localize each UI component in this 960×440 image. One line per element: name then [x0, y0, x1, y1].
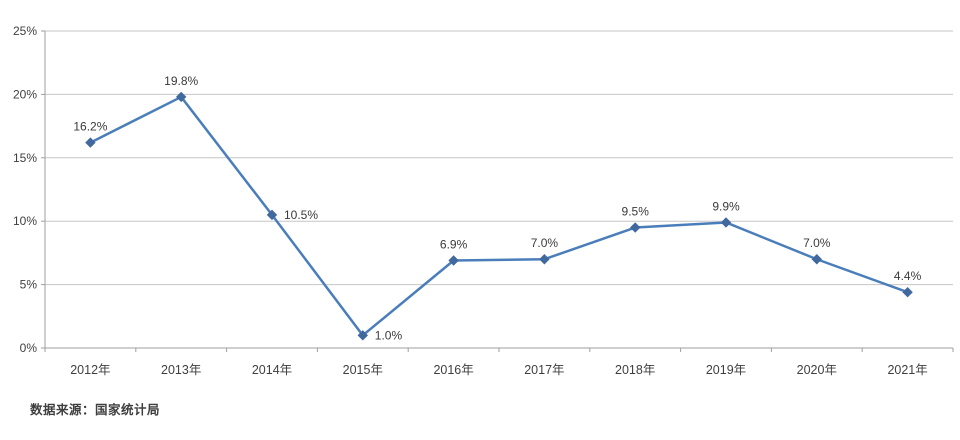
data-point-marker: [266, 209, 278, 221]
data-label: 4.4%: [894, 269, 922, 283]
y-tick-label: 5%: [20, 278, 38, 292]
x-tick-label: 2017年: [524, 363, 564, 377]
x-tick-label: 2016年: [433, 363, 473, 377]
data-point-marker: [539, 254, 550, 265]
y-tick-label: 20%: [13, 87, 37, 101]
data-label: 7.0%: [803, 236, 831, 250]
data-label: 9.5%: [622, 205, 650, 219]
y-tick-label: 15%: [13, 151, 37, 165]
x-tick-label: 2012年: [70, 363, 110, 377]
data-label: 10.5%: [284, 208, 318, 222]
series-line: [89, 95, 909, 337]
x-tick-label: 2013年: [161, 363, 201, 377]
y-tick-label: 0%: [20, 341, 38, 355]
data-point-marker: [629, 222, 641, 233]
data-point-marker: [811, 254, 823, 265]
x-tick-label: 2014年: [252, 363, 292, 377]
data-point-marker: [448, 255, 459, 266]
x-tick-label: 2019年: [706, 363, 746, 377]
data-label: 6.9%: [440, 238, 468, 252]
x-tick-label: 2021年: [887, 363, 927, 377]
data-label: 7.0%: [531, 236, 559, 250]
data-point-marker: [357, 330, 369, 341]
y-tick-label: 25%: [13, 24, 37, 38]
data-point-marker: [720, 217, 732, 228]
x-tick-label: 2020年: [797, 363, 837, 377]
data-label: 19.8%: [164, 74, 198, 88]
data-label: 16.2%: [73, 120, 107, 134]
x-tick-label: 2018年: [615, 363, 655, 377]
data-point-marker: [902, 287, 913, 298]
data-label: 9.9%: [712, 199, 740, 213]
y-tick-label: 10%: [13, 214, 37, 228]
x-tick-label: 2015年: [343, 363, 383, 377]
data-point-marker: [175, 91, 187, 103]
data-label: 1.0%: [375, 328, 403, 342]
data-point-marker: [85, 137, 96, 148]
data-source-note: 数据来源：国家统计局: [30, 403, 161, 417]
